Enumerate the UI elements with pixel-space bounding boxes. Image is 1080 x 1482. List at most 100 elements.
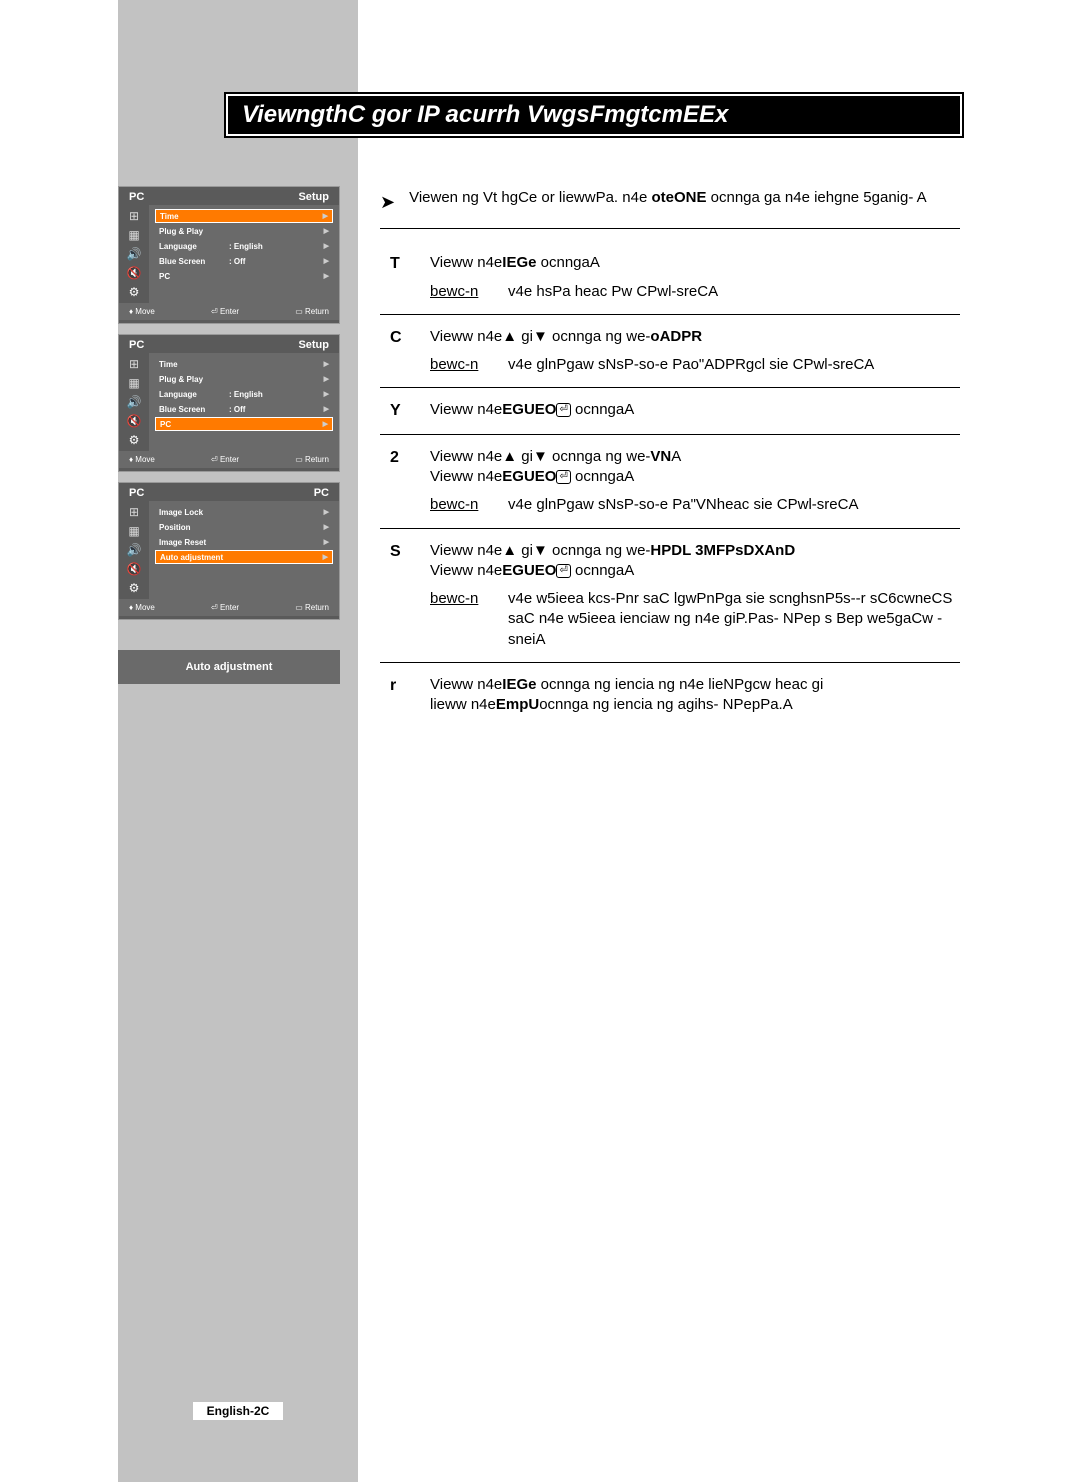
menu-item[interactable]: Language: English▶: [155, 239, 333, 253]
result-row: bewc-nv4e glnPgaw sNsP-so-e Pa"VNheac si…: [430, 495, 960, 515]
menu-item[interactable]: Plug & Play▶: [155, 372, 333, 386]
return-hint: ▭ Return: [295, 603, 329, 612]
up-icon: [502, 542, 517, 559]
menu-item-label: Blue Screen: [159, 405, 229, 414]
up-icon: [502, 448, 517, 465]
menu-items: Time▶Plug & Play▶Language: English▶Blue …: [149, 353, 339, 451]
chevron-right-icon: ▶: [323, 420, 328, 428]
menu-item[interactable]: Time▶: [155, 357, 333, 371]
page-number-wrap: English-2C: [118, 1402, 358, 1420]
result-text: v4e w5ieea kcs-Pnr saC lgwPnPga sie scng…: [508, 589, 960, 650]
enter-hint: ⏎ Enter: [211, 455, 239, 464]
chevron-right-icon: ▶: [324, 508, 329, 516]
menu-category-icon[interactable]: ▦: [125, 228, 143, 242]
step-line: Vieww n4eEGUEO⏎ ocnngaA: [430, 467, 960, 487]
result-row: bewc-n v4e w5ieea kcs-Pnr saC lgwPnPga si…: [430, 589, 960, 650]
menu-category-icon[interactable]: ▦: [125, 524, 143, 538]
down-icon: [533, 542, 548, 559]
instruction-step: 2Vieww n4e gi ocnnga ng we-VNAVieww n4eE…: [380, 435, 960, 529]
menu-item[interactable]: Image Reset▶: [155, 535, 333, 549]
result-row: bewc-nv4e glnPgaw sNsP-so-e Pao"ADPRgcl …: [430, 355, 960, 375]
result-label: bewc-n: [430, 589, 490, 650]
chevron-right-icon: ▶: [324, 405, 329, 413]
chevron-right-icon: ▶: [324, 227, 329, 235]
move-hint: ♦ Move: [129, 307, 155, 316]
move-hint: ♦ Move: [129, 455, 155, 464]
menu-category-icon[interactable]: ⚙: [125, 285, 143, 299]
down-icon: [533, 328, 548, 345]
menu-category-icon[interactable]: ⊞: [125, 357, 143, 371]
menu-item[interactable]: Blue Screen: Off▶: [155, 402, 333, 416]
menu-icon-column: ⊞ ▦ 🔊 🔇 ⚙: [119, 353, 149, 451]
menu-item[interactable]: Position▶: [155, 520, 333, 534]
step-line: Vieww n4eEGUEO⏎ ocnngaA: [430, 400, 960, 420]
menu-header: PC Setup: [119, 335, 339, 353]
menu-item[interactable]: Plug & Play▶: [155, 224, 333, 238]
chevron-right-icon: ▶: [323, 212, 328, 220]
menu-item[interactable]: Language: English▶: [155, 387, 333, 401]
step-number: Y: [390, 400, 408, 422]
auto-adjustment-banner: Auto adjustment: [118, 650, 340, 684]
menu-item[interactable]: Time ▶: [155, 209, 333, 223]
menu-header-left: PC: [129, 339, 144, 351]
menu-category-icon[interactable]: ⚙: [125, 433, 143, 447]
menu-item-value: : Off: [229, 257, 324, 266]
menu-item[interactable]: Blue Screen: Off▶: [155, 254, 333, 268]
menu-footer: ♦ Move⏎ Enter▭ Return: [119, 599, 339, 616]
chevron-right-icon: ▶: [324, 257, 329, 265]
menu-panel: PCPC ⊞ ▦ 🔊 🔇 ⚙ Image Lock▶Position▶Image Reset…: [118, 482, 340, 620]
menu-item[interactable]: PC ▶: [155, 417, 333, 431]
step-number: r: [390, 675, 408, 716]
menu-category-icon[interactable]: ⊞: [125, 209, 143, 223]
step-body: Vieww n4eIEGe ocnngaA bewc-nv4e hsPa heac…: [430, 253, 960, 302]
menu-item[interactable]: Auto adjustment▶: [155, 550, 333, 564]
menu-category-icon[interactable]: 🔇: [125, 266, 143, 280]
menu-item-label: Blue Screen: [159, 257, 229, 266]
return-hint: ▭ Return: [295, 455, 329, 464]
menu-items: Image Lock▶Position▶Image Reset▶Auto adj…: [149, 501, 339, 599]
step-line: Vieww n4e gi ocnnga ng we-HPDL 3MFPsDXAn…: [430, 541, 960, 561]
menu-category-icon[interactable]: 🔊: [125, 247, 143, 261]
menu-item-label: Time: [160, 212, 230, 221]
menu-category-icon[interactable]: ⚙: [125, 581, 143, 595]
step-line: lieww n4eEmpUocnnga ng iencia ng agihs- …: [430, 695, 960, 715]
menu-items: Time▶Plug & Play▶Language: English▶Blue …: [149, 205, 339, 303]
chevron-right-icon: ▶: [324, 242, 329, 250]
menu-category-icon[interactable]: ⊞: [125, 505, 143, 519]
menu-item-value: : English: [229, 242, 324, 251]
step-number: 2: [390, 447, 408, 516]
menu-item-label: Time: [159, 360, 229, 369]
menu-panel: PCSetup⊞▦🔊🔇⚙Time▶Plug & Play▶Language: E…: [118, 186, 340, 324]
menu-category-icon[interactable]: ▦: [125, 376, 143, 390]
chevron-right-icon: ▶: [324, 390, 329, 398]
down-icon: [533, 448, 548, 465]
menu-header-right: Setup: [298, 191, 329, 203]
instruction-step: Y Vieww n4eEGUEO⏎ ocnngaA: [380, 388, 960, 435]
result-label: bewc-n: [430, 282, 490, 302]
up-icon: [502, 328, 517, 345]
menu-header-left: PC: [129, 487, 144, 499]
menu-category-icon[interactable]: 🔇: [125, 562, 143, 576]
menu-item-label: Language: [159, 242, 229, 251]
content-area: ➤ Viewen ng Vt hgCe or liewwPa. n4e oteO…: [380, 188, 960, 727]
note-arrow-icon: ➤: [380, 188, 395, 214]
note-row: ➤ Viewen ng Vt hgCe or liewwPa. n4e oteO…: [380, 188, 960, 229]
menu-item-value: : Off: [229, 405, 324, 414]
menu-item-label: PC: [160, 420, 230, 429]
page-number: English-2C: [193, 1402, 284, 1420]
menu-item[interactable]: PC▶: [155, 269, 333, 283]
menu-header-right: Setup: [298, 339, 329, 351]
menu-item-label: Language: [159, 390, 229, 399]
menu-category-icon[interactable]: 🔇: [125, 414, 143, 428]
menu-header: PCPC: [119, 483, 339, 501]
menu-item[interactable]: Image Lock▶: [155, 505, 333, 519]
result-row: bewc-nv4e hsPa heac Pw CPwl-sreCA: [430, 282, 960, 302]
auto-adjustment-label: Auto adjustment: [186, 661, 273, 673]
chevron-right-icon: ▶: [324, 538, 329, 546]
menu-category-icon[interactable]: 🔊: [125, 543, 143, 557]
result-text: v4e glnPgaw sNsP-so-e Pa"VNheac sie CPwl…: [508, 495, 858, 515]
step-number: T: [390, 253, 408, 302]
menu-category-icon[interactable]: 🔊: [125, 395, 143, 409]
chevron-right-icon: ▶: [324, 375, 329, 383]
step-line: Vieww n4eIEGe ocnngaA: [430, 253, 960, 273]
